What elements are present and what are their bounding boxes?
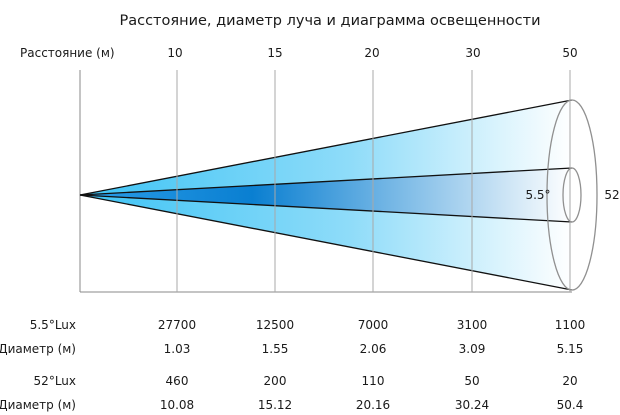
table-cell: 2.06 xyxy=(360,342,387,356)
table-row-wide-lux: 52°Lux 460 200 110 50 20 xyxy=(34,374,578,388)
table-cell: 50 xyxy=(464,374,479,388)
row-label: 5.5°Lux xyxy=(30,318,76,332)
wide-beam-angle-label: 52 xyxy=(604,188,619,202)
table-cell: 110 xyxy=(362,374,385,388)
table-cell: 7000 xyxy=(358,318,389,332)
table-cell: 1.03 xyxy=(164,342,191,356)
table-row-wide-diameter: Диаметр (м) 10.08 15.12 20.16 30.24 50.4 xyxy=(0,398,583,412)
table-cell: 27700 xyxy=(158,318,196,332)
table-cell: 30.24 xyxy=(455,398,489,412)
table-cell: 200 xyxy=(264,374,287,388)
table-cell: 3.09 xyxy=(459,342,486,356)
distance-label: Расстояние (м) xyxy=(20,46,115,60)
table-row-narrow-lux: 5.5°Lux 27700 12500 7000 3100 1100 xyxy=(30,318,586,332)
table-cell: 1100 xyxy=(555,318,586,332)
wide-beam-end-ellipse xyxy=(546,99,598,291)
distance-tick-30: 30 xyxy=(465,46,480,60)
table-cell: 20 xyxy=(562,374,577,388)
table-cell: 20.16 xyxy=(356,398,390,412)
table-row-narrow-diameter: Диаметр (м) 1.03 1.55 2.06 3.09 5.15 xyxy=(0,342,583,356)
table-cell: 10.08 xyxy=(160,398,194,412)
table-cell: 15.12 xyxy=(258,398,292,412)
distance-tick-10: 10 xyxy=(167,46,182,60)
table-cell: 12500 xyxy=(256,318,294,332)
distance-tick-15: 15 xyxy=(267,46,282,60)
row-label: 52°Lux xyxy=(34,374,76,388)
table-cell: 5.15 xyxy=(557,342,584,356)
narrow-beam-angle-label: 5.5° xyxy=(525,188,550,202)
table-cell: 3100 xyxy=(457,318,488,332)
distance-tick-20: 20 xyxy=(364,46,379,60)
narrow-beam-end-ellipse xyxy=(562,167,582,223)
table-cell: 1.55 xyxy=(262,342,289,356)
diagram-title: Расстояние, диаметр луча и диаграмма осв… xyxy=(119,13,540,29)
row-label: Диаметр (м) xyxy=(0,342,76,356)
beam-edges xyxy=(79,99,573,291)
narrow-beam xyxy=(80,168,572,222)
row-label: Диаметр (м) xyxy=(0,398,76,412)
table-cell: 50.4 xyxy=(557,398,584,412)
distance-tick-50: 50 xyxy=(562,46,577,60)
distance-grid xyxy=(176,70,571,292)
table-cell: 460 xyxy=(166,374,189,388)
